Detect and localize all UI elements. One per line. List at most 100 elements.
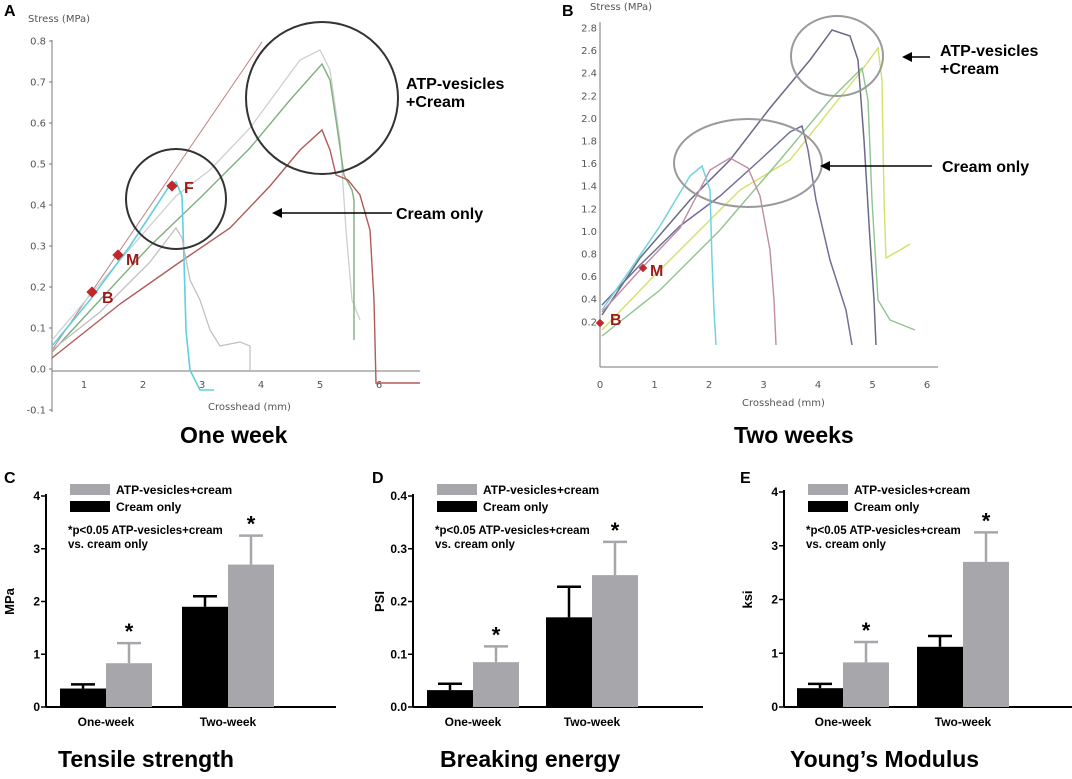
bar-y-tick-label: 1 [771,646,778,660]
bar-cream-only [182,606,228,707]
panel-b-marker-b-label: B [610,312,622,329]
panel-b-y-tick-label: 0.4 [581,295,597,306]
bar-category-label: One-week [78,715,135,729]
legend-swatch-cream [70,501,110,512]
significance-note-line1: *p<0.05 ATP-vesicles+cream [68,525,223,537]
panel-b-y-tick-label: 0.8 [581,250,597,261]
panel-a-y-tick-label: 0.4 [30,201,46,212]
bar-y-tick-label: 0 [33,700,40,714]
panel-b-y-tick-label: 1.2 [581,204,597,215]
bar-y-tick-label: 0 [771,700,778,714]
bar-y-axis-label: MPa [2,587,17,615]
panel-a-x-ticks: 1 2 3 4 5 6 [81,380,382,391]
significance-star: * [125,619,134,644]
panel-b-x-tick-label: 1 [651,380,657,391]
significance-star: * [611,518,620,543]
significance-star: * [982,508,991,533]
bar-y-tick-label: 0.3 [390,542,407,556]
legend-label-cream: Cream only [483,500,549,514]
panel-b-cream-curve-pink [601,157,777,346]
panel-a-y-tick-label: 0.5 [30,160,46,171]
bar-chart-c: C 0 1 2 3 4 MPa * One-week * Two-week ATP-vesicles+… [2,470,336,772]
panel-a-x-tick-label: 6 [376,380,382,391]
bar-category-label: Two-week [200,715,257,729]
panel-a-atp-circle [245,21,399,175]
bar-y-tick-label: 0.2 [390,595,407,609]
panel-b-x-tick-label: 2 [706,380,712,391]
panel-b-y-tick-label: 0.2 [581,317,597,328]
panel-a-y-tick-label: 0.8 [30,37,46,48]
bar-chart-title: Tensile strength [58,746,234,772]
panel-b: B Stress (MPa) 2.8 2.6 2.4 2.2 2.0 1.8 1.6 1.4 1… [562,2,1039,448]
bar-y-tick-label: 4 [771,485,778,499]
legend-label-atp: ATP-vesicles+cream [483,483,599,497]
panel-b-letter: B [562,3,574,20]
panel-a-caption: One week [180,422,288,448]
bar-y-tick-label: 2 [771,593,778,607]
bar-chart-letter: D [372,470,384,487]
panel-a-marker-m-label: M [126,252,139,269]
panel-a-marker-b-label: B [102,290,114,307]
significance-star: * [492,622,501,647]
legend-swatch-atp [70,484,110,495]
panel-b-y-tick-label: 0.6 [581,272,597,283]
panel-b-y-ticks: 2.8 2.6 2.4 2.2 2.0 1.8 1.6 1.4 1.2 1.0 0.8 0.6 0.4 0… [581,24,597,329]
panel-b-y-tick-label: 2.0 [581,114,597,125]
bar-chart-title: Young’s Modulus [790,746,979,772]
panel-a-x-tick-label: 2 [140,380,146,391]
panel-a-y-tick-label: 0.2 [30,283,46,294]
panel-a-atp-curve-green [51,62,355,353]
panel-b-marker-m-label: M [650,263,663,280]
significance-note-line1: *p<0.05 ATP-vesicles+cream [806,525,961,537]
panel-b-marker-b [595,318,605,328]
panel-a-y-axis-title: Stress (MPa) [28,14,90,25]
panel-a-x-tick-label: 5 [317,380,323,391]
bar-y-tick-label: 1 [33,647,40,661]
bar-y-axis-label: ksi [740,590,755,608]
bar-chart-letter: E [740,470,751,487]
panel-a-cream-curve-grey [51,226,251,372]
bar-y-tick-label: 3 [33,542,40,556]
panel-a-y-tick-label: 0.0 [30,365,46,376]
panel-b-callout-atp-line1: ATP-vesicles [940,43,1039,60]
bar-cream-only [797,688,843,707]
panel-a-callout-cream: Cream only [396,206,483,223]
significance-note-line1: *p<0.05 ATP-vesicles+cream [435,525,590,537]
bar-atp-vesicles [106,663,152,707]
bar-y-tick-label: 3 [771,539,778,553]
panel-b-callout-atp-line2: +Cream [940,61,999,78]
legend-swatch-cream [808,501,848,512]
bar-y-tick-label: 0.4 [390,489,407,503]
panel-a-y-tick-label: 0.7 [30,78,46,89]
panel-b-cream-arrowhead [820,161,830,171]
panel-a-cream-curve-cyan [51,180,214,391]
legend-label-cream: Cream only [116,500,182,514]
significance-note-line2: vs. cream only [806,539,887,551]
panel-a-x-tick-label: 4 [258,380,264,391]
panel-b-x-tick-label: 6 [924,380,930,391]
panel-b-cream-curve-purple [601,124,853,346]
panel-a-y-tick-label: 0.6 [30,119,46,130]
significance-note-line2: vs. cream only [68,539,149,551]
panel-b-atp-arrowhead [902,52,912,62]
bar-atp-vesicles [473,662,519,707]
bar-y-tick-label: 0.0 [390,700,407,714]
panel-b-y-axis-title: Stress (MPa) [590,2,652,13]
panel-b-caption: Two weeks [734,422,854,448]
legend-swatch-cream [437,501,477,512]
panel-a-cream-curve-red [51,128,420,384]
panel-a-marker-f [166,180,178,192]
panel-b-y-tick-label: 1.0 [581,227,597,238]
panel-a-marker-f-label: F [184,180,194,197]
significance-star: * [862,618,871,643]
legend-label-atp: ATP-vesicles+cream [854,483,970,497]
panel-b-y-tick-label: 1.4 [581,182,597,193]
panel-a-callout-arrowhead [272,208,282,218]
panel-b-y-tick-label: 1.8 [581,137,597,148]
panel-a-cream-circle [125,148,227,250]
panel-b-atp-curve-green [601,66,916,337]
panel-a-x-tick-label: 1 [81,380,87,391]
panel-a-callout-atp-line1: ATP-vesicles [406,76,505,93]
bar-y-tick-label: 2 [33,595,40,609]
bar-chart-e: E 0 1 2 3 4 ksi * One-week * Two-week ATP-vesicles+… [740,470,1072,772]
